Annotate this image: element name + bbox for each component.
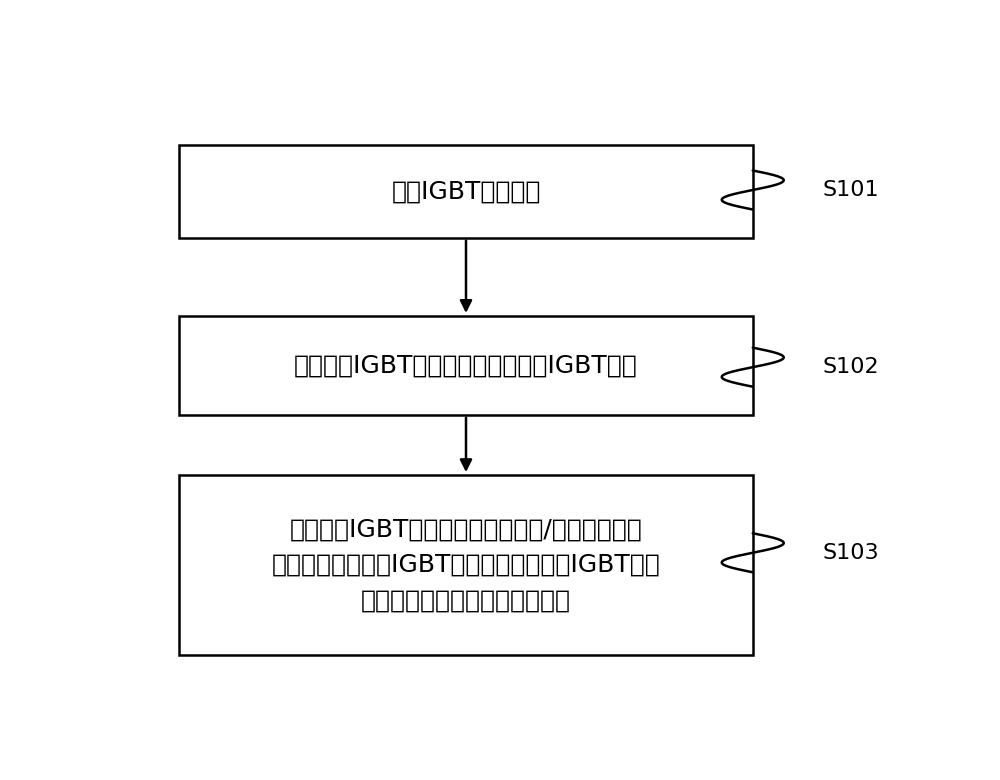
Text: 获取IGBT温度信息: 获取IGBT温度信息 bbox=[391, 179, 541, 204]
Text: 根据所述IGBT温度信息确定待调整IGBT电路: 根据所述IGBT温度信息确定待调整IGBT电路 bbox=[294, 353, 638, 378]
Text: S101: S101 bbox=[823, 180, 879, 200]
Text: S102: S102 bbox=[823, 357, 879, 378]
Bar bbox=[179, 316, 753, 415]
Bar bbox=[179, 475, 753, 655]
Text: S103: S103 bbox=[823, 543, 879, 562]
Bar bbox=[179, 144, 753, 238]
Text: 对待调整IGBT电路进行驱动电流和/或驱动电压调
整，使所述待调整IGBT电路的温度与参考IGBT电路
温度之间的差值未超过第一阈值: 对待调整IGBT电路进行驱动电流和/或驱动电压调 整，使所述待调整IGBT电路的… bbox=[272, 518, 660, 612]
